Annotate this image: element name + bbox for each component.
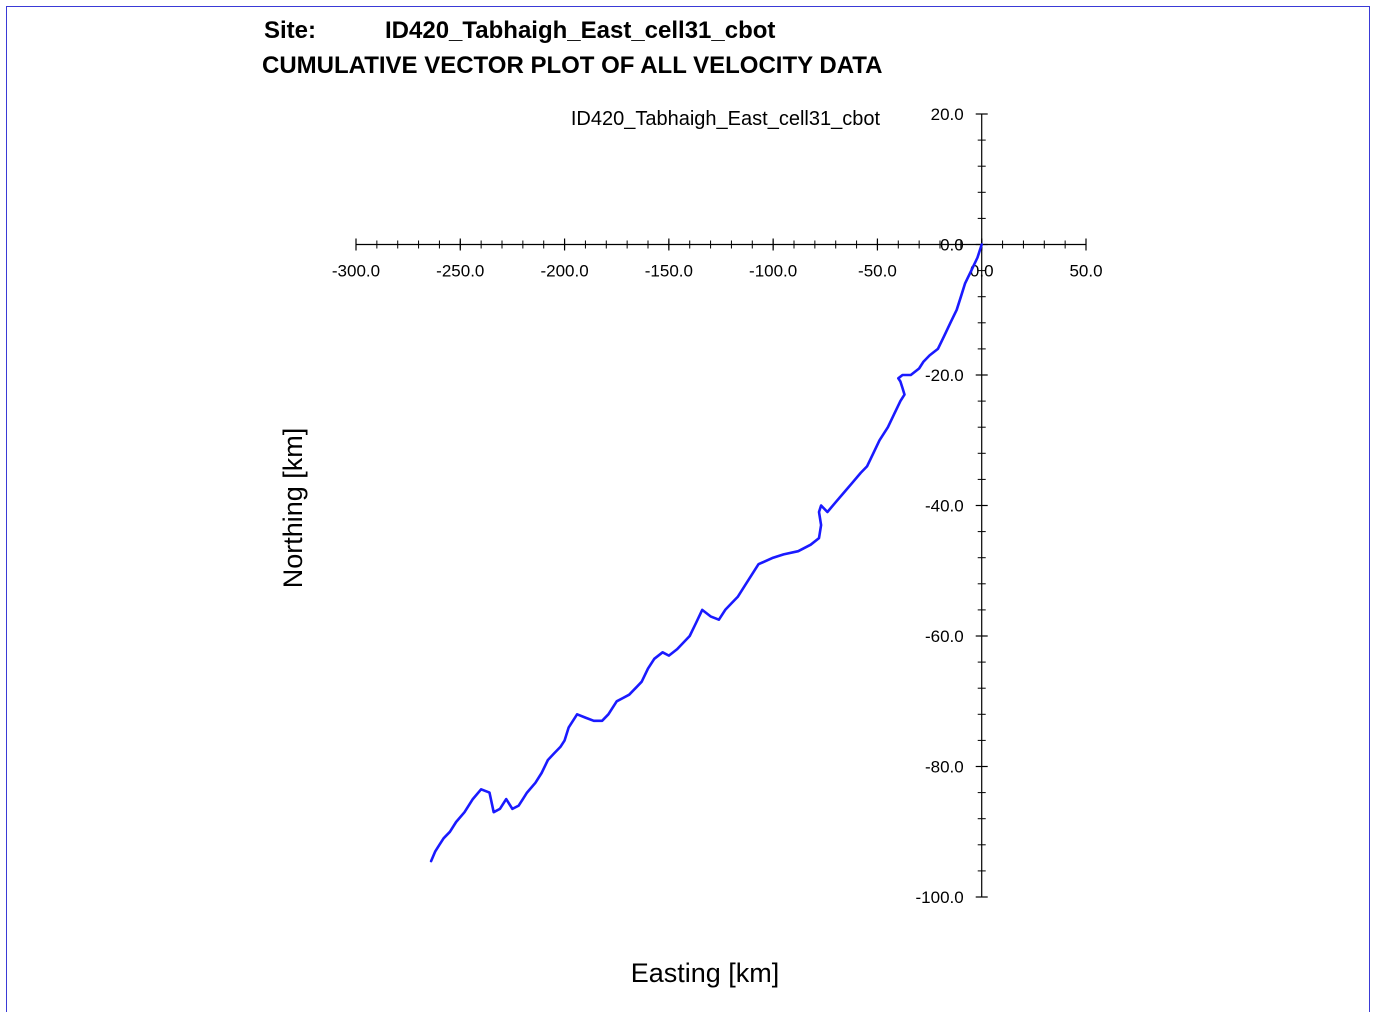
x-tick-label: -100.0	[749, 262, 797, 281]
series-layer	[429, 243, 984, 863]
y-tick-label: 20.0	[931, 105, 964, 124]
y-tick-label: -40.0	[925, 497, 964, 516]
site-name: ID420_Tabhaigh_East_cell31_cbot	[385, 17, 776, 44]
x-tick-label: -250.0	[436, 262, 484, 281]
y-tick-label: -80.0	[925, 758, 964, 777]
y-tick-label: -60.0	[925, 627, 964, 646]
x-tick-label: -50.0	[858, 262, 897, 281]
x-tick-label: -200.0	[540, 262, 588, 281]
site-label: Site:	[264, 17, 317, 44]
plot-frame	[6, 6, 1370, 1012]
chart-title: ID420_Tabhaigh_East_cell31_cbot	[571, 108, 881, 130]
y-tick-label: -100.0	[916, 888, 964, 907]
velocity-track-line	[429, 243, 984, 863]
y-axis-label: Northing [km]	[278, 428, 308, 589]
plot-title: CUMULATIVE VECTOR PLOT OF ALL VELOCITY D…	[262, 52, 883, 79]
x-tick-label: -150.0	[645, 262, 693, 281]
x-axis-label: Easting [km]	[631, 958, 780, 988]
x-tick-label: -300.0	[332, 262, 380, 281]
y-tick-label: 0.0	[940, 236, 964, 255]
y-tick-label: -20.0	[925, 366, 964, 385]
y-axis: 20.0 0.0 -20.0 -40.0 -60.0 -80.0 -100.0	[916, 105, 988, 907]
x-axis: -300.0 -250.0 -200.0 -150.0 -100.0 -50.0 0.0 50…	[332, 238, 1103, 281]
x-tick-label: 50.0	[1069, 262, 1102, 281]
